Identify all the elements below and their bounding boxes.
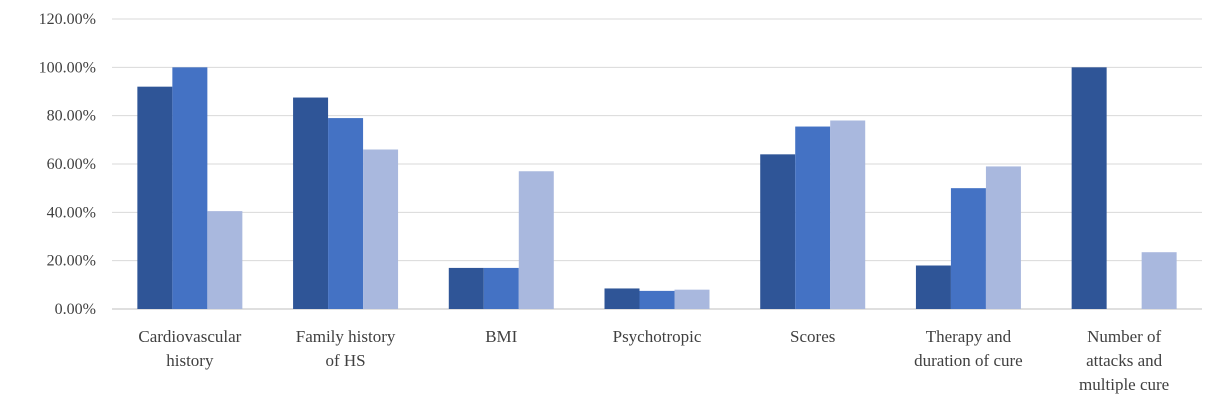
y-tick-label: 20.00% [47,253,96,270]
y-tick-label: 80.00% [47,108,96,125]
bar [795,126,831,310]
bar [448,267,484,309]
x-category-label: BMI [485,327,517,346]
bar [172,67,208,309]
bar [1141,252,1177,309]
bar [1071,67,1107,309]
bars-layer [137,67,1177,310]
bar [915,265,951,309]
y-tick-label: 0.00% [55,301,96,318]
x-category-label: Family history of HS [296,327,396,370]
x-category-label: Therapy and duration of cure [914,327,1023,370]
y-tick-label: 60.00% [47,156,96,173]
bar [363,149,399,309]
y-tick-label: 100.00% [39,59,96,76]
bar [950,188,986,309]
bar [604,288,640,309]
bar [293,97,329,310]
x-category-label: Psychotropic [613,327,702,346]
x-category-label: Number of attacks and multiple cure [1079,327,1169,394]
bar [137,86,173,310]
y-axis-ticks: 0.00% 20.00% 40.00% 60.00% 80.00% 100.00% 120.… [39,11,96,318]
x-axis-labels: Cardiovascular history Family history of HS… [138,327,1169,394]
grid-layer [112,18,1202,310]
y-tick-label: 40.00% [47,204,96,221]
bar [207,211,243,309]
bar [674,289,710,309]
bar [639,290,675,309]
bar [328,118,364,309]
bar [518,171,554,309]
bar [760,154,796,309]
bar [830,120,866,309]
bar [483,267,519,309]
x-category-label: Scores [790,327,835,346]
y-tick-label: 120.00% [39,11,96,28]
x-category-label: Cardiovascular history [138,327,241,370]
bar [985,166,1021,309]
